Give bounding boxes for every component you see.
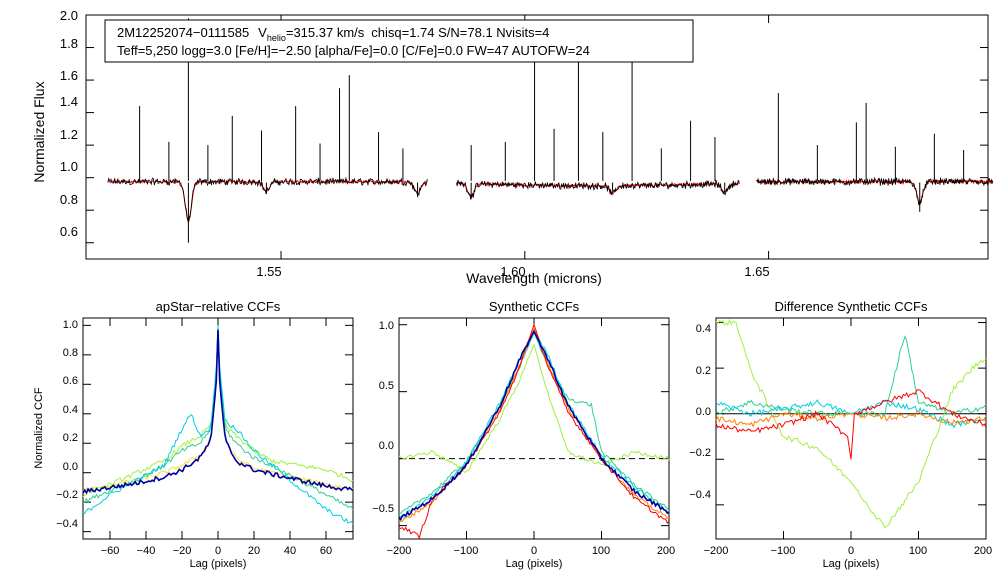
difference-x-axis-label: Lag (pixels) — [823, 558, 880, 570]
apstar-y-tick-labels: −0.4 −0.2 0.0 0.2 0.4 0.6 0.8 1.0 — [56, 319, 78, 530]
apstar-y-tick-label: 0.4 — [63, 404, 78, 416]
synthetic-x-tick-label: 0 — [531, 545, 537, 557]
stellar-params: Teff=5,250 logg=3.0 [Fe/H]=−2.50 [alpha/… — [117, 43, 590, 58]
spectrum-plot-frame — [85, 14, 989, 260]
apstar-x-tick-label: 40 — [284, 545, 296, 557]
apstar-y-tick-label: −0.4 — [56, 518, 78, 530]
apstar-x-tick-label: −60 — [101, 545, 120, 557]
spectrum-y-tick-label: 1.0 — [60, 159, 78, 174]
synthetic-panel-title: Synthetic CCFs — [489, 299, 580, 314]
difference-panel-title: Difference Synthetic CCFs — [775, 299, 928, 314]
synthetic-x-tick-label: 200 — [657, 545, 675, 557]
apstar-ticks — [83, 318, 353, 539]
apstar-y-axis-label: Normalized CCF — [33, 387, 45, 469]
spectrum-panel: 1.55 1.60 1.65 0.6 0.8 1.0 1.2 1.4 1.6 1… — [31, 8, 994, 286]
spectrum-y-tick-label: 1.6 — [60, 68, 78, 83]
apstar-y-tick-label: −0.2 — [56, 489, 78, 501]
apstar-x-tick-label: −40 — [137, 545, 156, 557]
apstar-x-axis-label: Lag (pixels) — [190, 558, 247, 570]
difference-ticks — [715, 318, 987, 539]
observed-spectrum-line — [107, 176, 428, 223]
apstar-y-tick-label: 1.0 — [63, 319, 78, 331]
difference-y-tick-label: −0.2 — [689, 447, 711, 459]
difference-x-tick-label: 200 — [974, 545, 992, 557]
apstar-ccf-line-visit-2 — [82, 325, 354, 510]
spectrum-y-axis-label: Normalized Flux — [31, 81, 47, 182]
fit-stats: chisq=1.74 S/N=78.1 Nvisits=4 — [371, 25, 549, 40]
synthetic-y-tick-label: 1.0 — [379, 320, 394, 332]
difference-y-tick-label: 0.2 — [696, 365, 711, 377]
difference-x-tick-labels: −200 −100 0 100 200 — [704, 545, 993, 557]
apstar-y-tick-label: 0.0 — [63, 461, 78, 473]
synthetic-y-tick-label: 0.0 — [379, 440, 394, 452]
observed-spectrum-line — [756, 176, 994, 206]
info-box-frame — [104, 19, 694, 63]
difference-x-tick-label: −200 — [704, 545, 729, 557]
difference-x-tick-label: 100 — [909, 545, 927, 557]
difference-y-tick-label: 0.0 — [696, 406, 711, 418]
spectrum-ticks — [86, 14, 988, 259]
spectrum-y-tick-label: 1.2 — [60, 127, 78, 142]
difference-y-tick-label: 0.4 — [696, 323, 711, 335]
spectrum-y-tick-label: 1.8 — [60, 36, 78, 51]
v-label: V — [258, 25, 267, 40]
apstar-y-tick-label: 0.8 — [63, 347, 78, 359]
spectrum-y-tick-label: 0.8 — [60, 192, 78, 207]
difference-x-tick-label: 0 — [848, 545, 854, 557]
apstar-x-tick-label: −20 — [173, 545, 192, 557]
synthetic-x-tick-label: −200 — [387, 545, 412, 557]
star-id: 2M12252074−0111585 — [117, 25, 249, 40]
difference-x-tick-label: −100 — [771, 545, 796, 557]
synthetic-ccf-line-combined — [398, 329, 670, 522]
star-info-line: 2M12252074−0111585 Vhelio=315.37 km/s chis… — [117, 25, 549, 43]
spectrum-y-tick-labels: 0.6 0.8 1.0 1.2 1.4 1.6 1.8 2.0 — [60, 8, 78, 239]
apstar-x-tick-labels: −60 −40 −20 0 20 40 60 — [101, 545, 332, 557]
apstar-x-tick-label: 20 — [248, 545, 260, 557]
apstar-x-tick-label: 0 — [215, 545, 221, 557]
apstar-y-tick-label: 0.6 — [63, 375, 78, 387]
apstar-ccf-line-combined — [82, 329, 354, 495]
synthetic-lines — [398, 323, 670, 540]
v-subscript: helio — [267, 33, 286, 43]
apstar-y-tick-label: 0.2 — [63, 432, 78, 444]
apstar-panel-title: apStar−relative CCFs — [156, 299, 281, 314]
spectrum-y-tick-label: 1.4 — [60, 94, 78, 109]
observed-spectrum-line — [456, 179, 740, 200]
difference-ccf-panel: Difference Synthetic CCFs −200 −100 0 10… — [689, 299, 992, 570]
spectrum-x-tick-label: 1.55 — [256, 264, 281, 279]
synthetic-ccf-line-visit-5 — [398, 343, 670, 474]
difference-y-tick-labels: −0.4 −0.2 0.0 0.2 0.4 — [689, 323, 711, 501]
apstar-lines — [82, 325, 354, 525]
apstar-x-tick-label: 60 — [320, 545, 332, 557]
synthetic-x-tick-label: 100 — [592, 545, 610, 557]
spectrum-chips — [107, 18, 994, 243]
difference-ccf-line-visit-1 — [715, 389, 987, 460]
synthetic-ccf-panel: Synthetic CCFs −200 −100 0 100 200 −0.5 … — [372, 299, 675, 570]
difference-y-tick-label: −0.4 — [689, 489, 711, 501]
v-value: =315.37 km/s — [286, 25, 365, 40]
synthetic-y-tick-label: −0.5 — [372, 503, 394, 515]
spectrum-x-tick-label: 1.65 — [744, 264, 769, 279]
spectrum-y-tick-label: 2.0 — [60, 8, 78, 23]
difference-lines — [715, 318, 987, 529]
spectrum-x-tick-label: 1.60 — [500, 264, 525, 279]
spectrum-info-box: 2M12252074−0111585 Vhelio=315.37 km/s chis… — [104, 19, 694, 63]
synthetic-ccf-line-visit-1 — [398, 323, 670, 540]
difference-ccf-line-visit-2 — [715, 410, 987, 428]
synthetic-y-tick-labels: −0.5 0.0 0.5 1.0 — [372, 320, 394, 515]
spectrum-x-tick-labels: 1.55 1.60 1.65 — [256, 264, 769, 279]
spectrum-x-axis-label: Wavelength (microns) — [466, 270, 602, 286]
synthetic-x-tick-label: −100 — [454, 545, 479, 557]
synthetic-x-axis-label: Lag (pixels) — [506, 558, 563, 570]
synthetic-y-tick-label: 0.5 — [379, 380, 394, 392]
spectrum-y-tick-label: 0.6 — [60, 224, 78, 239]
apstar-ccf-panel: apStar−relative CCFs −60 −40 −20 0 20 40… — [33, 299, 354, 570]
synthetic-x-tick-labels: −200 −100 0 100 200 — [387, 545, 676, 557]
